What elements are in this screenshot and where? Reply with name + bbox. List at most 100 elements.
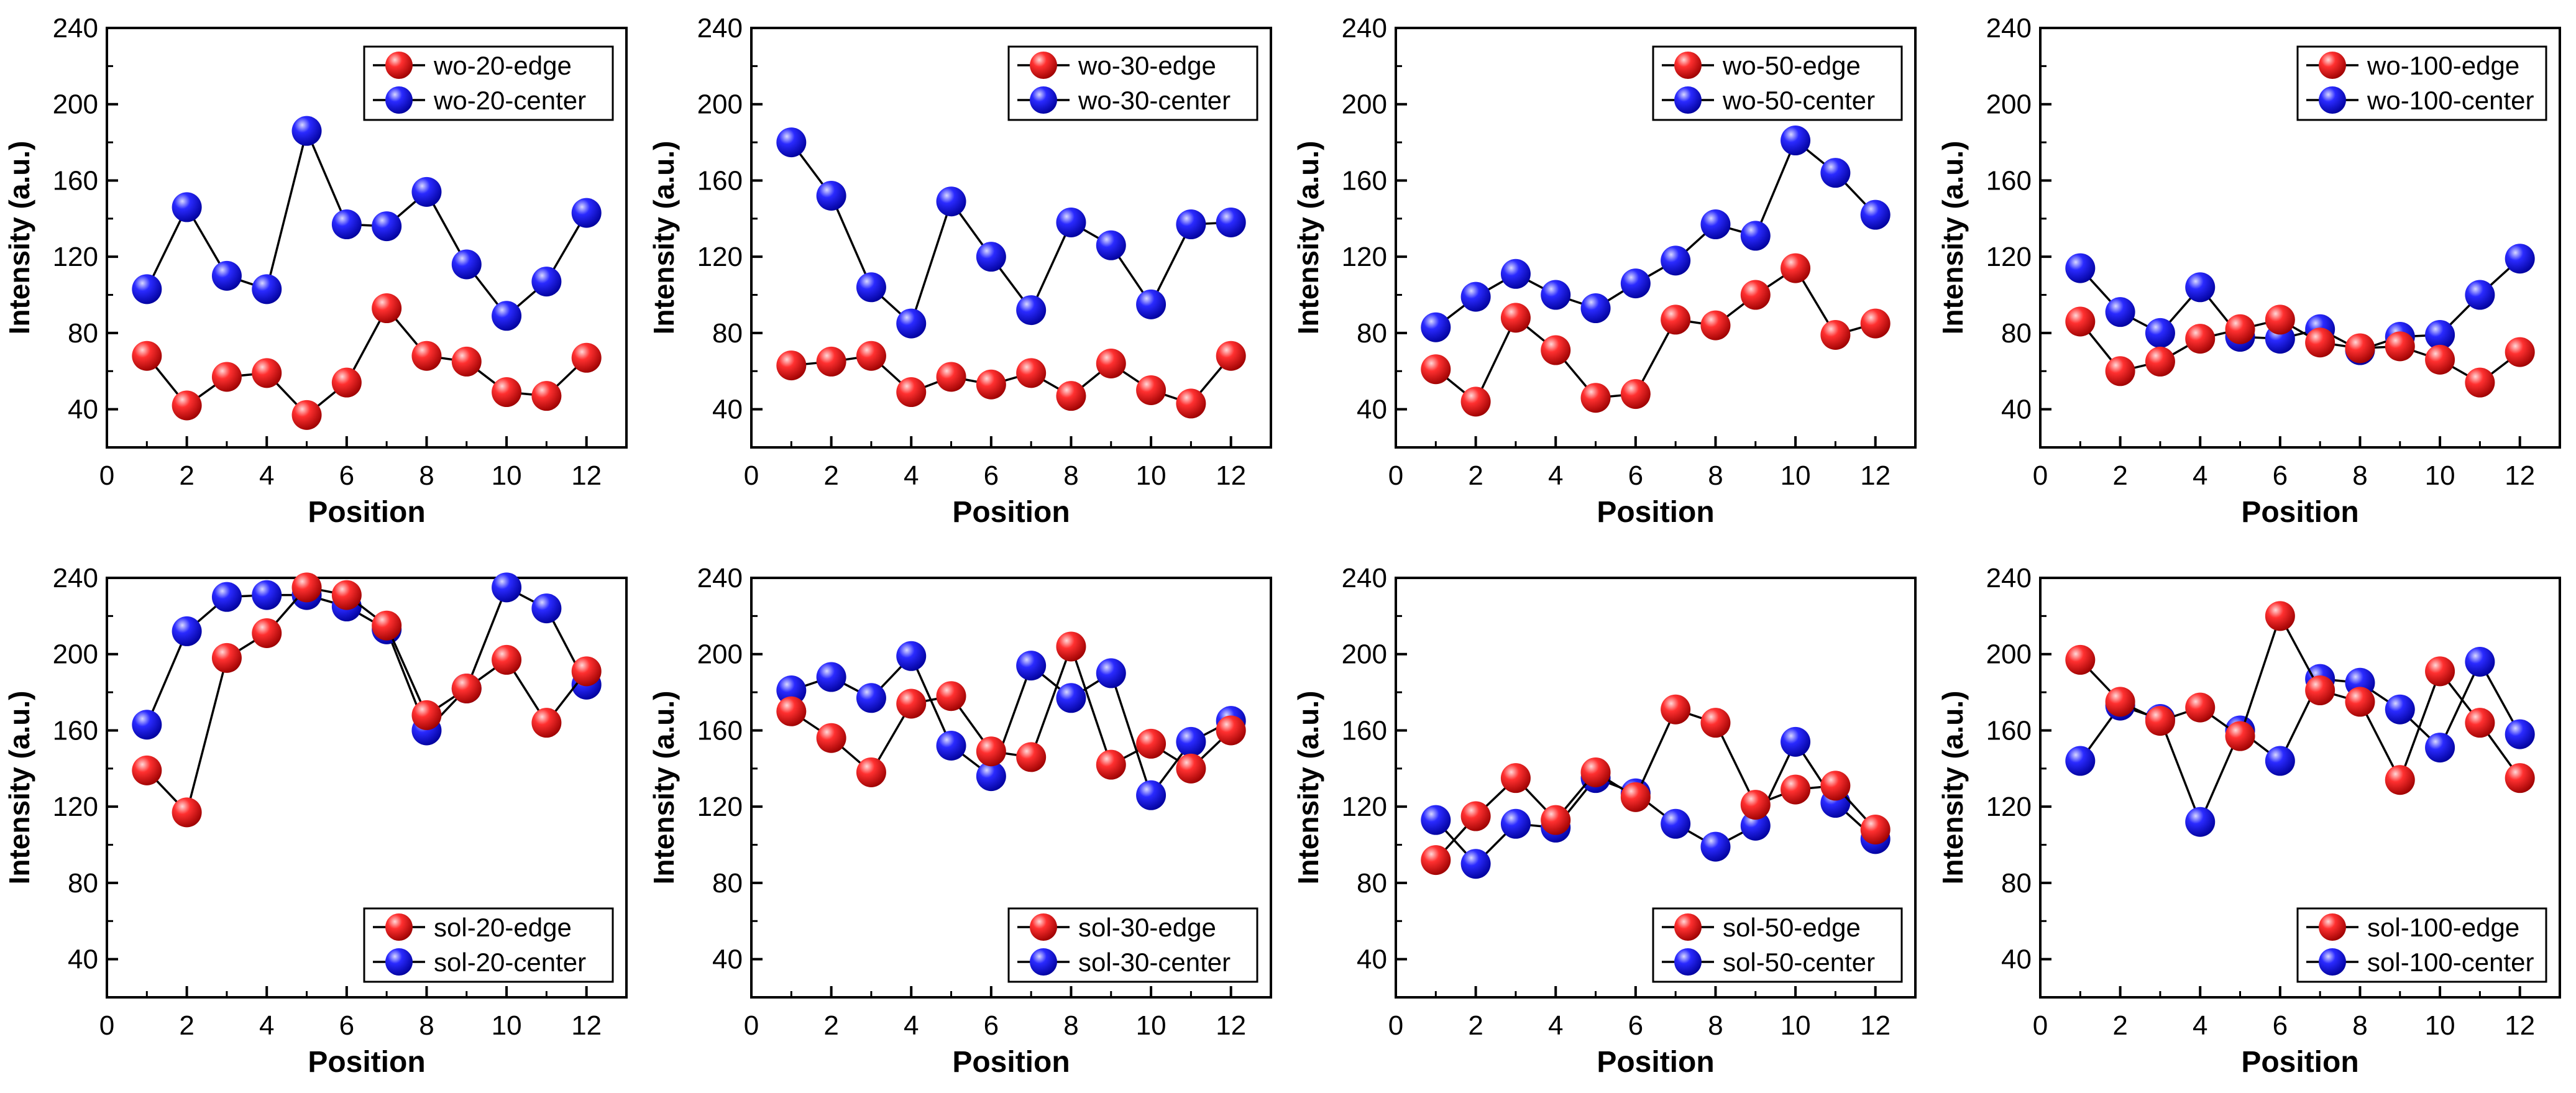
y-axis-label: Intensity (a.u.) xyxy=(648,691,680,885)
y-tick-label: 200 xyxy=(53,639,98,670)
data-point-edge xyxy=(1016,358,1047,388)
y-tick-label: 160 xyxy=(53,715,98,746)
x-tick-label: 2 xyxy=(823,1010,838,1041)
legend: sol-20-edge sol-20-center xyxy=(363,907,614,983)
data-point-edge xyxy=(331,580,362,610)
y-tick-label: 240 xyxy=(697,13,743,43)
x-tick-label: 0 xyxy=(744,460,759,491)
series-line-edge xyxy=(2079,613,2521,783)
data-point-center xyxy=(936,186,966,217)
data-point-center xyxy=(1176,209,1206,240)
chart-panel-5: 0 2 4 6 8 10 12 40 80 120 160 200 240 Position Intensi… xyxy=(3,563,628,1079)
data-point-edge xyxy=(896,377,927,408)
legend-label-center: sol-30-center xyxy=(1078,948,1231,977)
legend-marker-edge xyxy=(385,913,413,941)
x-tick-label: 12 xyxy=(1860,1010,1891,1041)
data-point-edge xyxy=(492,377,522,408)
x-tick-label: 4 xyxy=(2193,1010,2207,1041)
data-point-edge xyxy=(2385,765,2415,795)
data-point-edge xyxy=(1700,310,1731,341)
data-point-edge xyxy=(372,293,402,324)
x-tick-label: 6 xyxy=(2273,460,2288,491)
data-point-edge xyxy=(531,381,562,411)
x-tick-label: 6 xyxy=(984,1010,999,1041)
y-tick-label: 120 xyxy=(697,792,743,822)
data-point-center xyxy=(1661,808,1691,839)
data-point-edge xyxy=(1500,763,1531,793)
legend-label-edge: wo-20-edge xyxy=(433,51,572,80)
chart-panel-4: 0 2 4 6 8 10 12 40 80 120 160 200 240 Position Intensi… xyxy=(1937,13,2561,529)
x-tick-label: 4 xyxy=(904,1010,919,1041)
y-tick-label: 80 xyxy=(1357,318,1387,349)
data-point-edge xyxy=(1136,728,1167,759)
data-point-edge xyxy=(856,341,886,371)
data-point-edge xyxy=(1820,771,1851,801)
data-point-edge xyxy=(776,696,807,726)
y-tick-label: 40 xyxy=(2001,395,2032,425)
y-tick-label: 200 xyxy=(1342,639,1387,670)
data-point-edge xyxy=(1541,335,1571,365)
x-tick-label: 0 xyxy=(2033,1010,2048,1041)
data-point-edge xyxy=(2425,656,2455,687)
x-tick-label: 2 xyxy=(823,460,838,491)
data-point-edge xyxy=(2385,331,2415,362)
data-point-edge xyxy=(492,644,522,675)
data-point-edge xyxy=(2145,706,2175,736)
y-tick-label: 240 xyxy=(697,563,743,593)
data-point-edge xyxy=(2465,367,2495,398)
data-point-center xyxy=(1860,199,1891,230)
data-point-edge xyxy=(1216,341,1246,371)
y-tick-label: 80 xyxy=(1357,868,1387,899)
y-tick-label: 200 xyxy=(1342,89,1387,120)
chart-panel-3: 0 2 4 6 8 10 12 40 80 120 160 200 240 Position Intensi… xyxy=(1292,13,1917,529)
legend-label-center: wo-30-center xyxy=(1078,86,1231,115)
y-axis-label: Intensity (a.u.) xyxy=(648,141,680,335)
x-tick-label: 2 xyxy=(179,1010,194,1041)
legend: sol-50-edge sol-50-center xyxy=(1652,907,1903,983)
legend-label-edge: sol-100-edge xyxy=(2367,913,2519,942)
x-axis-label: Position xyxy=(952,496,1070,529)
legend-marker-center xyxy=(2319,948,2346,976)
data-point-center xyxy=(172,616,202,646)
data-point-edge xyxy=(2265,601,2295,631)
data-point-center xyxy=(1056,207,1086,237)
data-point-center xyxy=(211,260,242,291)
data-point-edge xyxy=(936,681,966,711)
data-point-center xyxy=(1781,726,1811,757)
data-point-edge xyxy=(1740,280,1771,310)
x-tick-label: 10 xyxy=(2425,460,2455,491)
data-point-center xyxy=(1781,126,1811,156)
data-point-center xyxy=(252,274,282,304)
legend-label-edge: sol-50-edge xyxy=(1723,913,1861,942)
x-tick-label: 8 xyxy=(2352,1010,2367,1041)
data-point-edge xyxy=(1176,388,1206,419)
y-tick-label: 120 xyxy=(1342,792,1387,822)
data-point-edge xyxy=(252,618,282,648)
x-tick-label: 0 xyxy=(2033,460,2048,491)
y-tick-label: 160 xyxy=(1342,715,1387,746)
data-point-center xyxy=(291,116,322,146)
x-tick-label: 10 xyxy=(1781,1010,1811,1041)
data-point-edge xyxy=(2185,692,2216,723)
data-point-edge xyxy=(1860,308,1891,339)
data-point-edge xyxy=(1056,381,1086,411)
series-line-center xyxy=(1435,139,1876,329)
data-point-center xyxy=(2265,746,2295,776)
data-point-edge xyxy=(2305,675,2335,706)
data-point-edge xyxy=(571,656,602,687)
y-tick-label: 160 xyxy=(1986,715,2032,746)
data-point-center xyxy=(2185,272,2216,303)
series-line-center xyxy=(790,142,1231,326)
data-point-center xyxy=(172,192,202,222)
data-point-edge xyxy=(816,346,846,377)
y-tick-label: 40 xyxy=(1357,395,1387,425)
series-line-edge xyxy=(791,643,1232,774)
data-point-edge xyxy=(2065,306,2096,337)
data-point-edge xyxy=(1740,790,1771,820)
legend: wo-30-edge wo-30-center xyxy=(1007,45,1258,121)
legend-marker-center xyxy=(1030,948,1057,976)
legend-marker-edge xyxy=(1030,913,1057,941)
data-point-center xyxy=(856,683,886,713)
y-tick-label: 40 xyxy=(68,395,98,425)
series-line-edge xyxy=(1435,267,1876,404)
